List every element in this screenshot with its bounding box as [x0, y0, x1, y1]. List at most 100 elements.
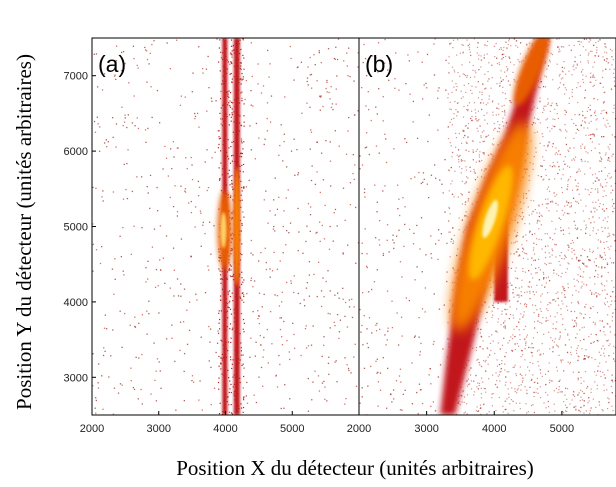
noise-dot — [176, 211, 179, 213]
noise-dot — [329, 327, 331, 329]
noise-dot — [521, 279, 523, 281]
noise-dot — [500, 70, 502, 72]
noise-dot — [533, 312, 535, 314]
noise-dot — [558, 48, 560, 50]
noise-dot — [587, 62, 589, 64]
noise-dot — [575, 200, 577, 202]
noise-dot — [523, 249, 525, 251]
noise-dot — [509, 313, 512, 316]
noise-dot — [234, 284, 236, 286]
noise-dot — [327, 270, 329, 272]
noise-dot — [562, 233, 565, 235]
noise-dot — [210, 97, 213, 99]
noise-dot — [97, 387, 100, 389]
noise-dot — [484, 119, 486, 121]
noise-dot — [391, 300, 393, 302]
noise-dot — [521, 218, 523, 220]
noise-dot — [325, 140, 327, 142]
noise-dot — [558, 86, 561, 89]
noise-dot — [482, 381, 484, 383]
noise-dot — [521, 350, 523, 352]
noise-dot — [421, 61, 423, 63]
noise-dot — [547, 400, 549, 403]
noise-dot — [521, 244, 523, 246]
noise-dot — [238, 102, 241, 104]
noise-dot — [498, 131, 500, 133]
noise-dot — [368, 291, 370, 293]
noise-dot — [147, 278, 149, 280]
noise-dot — [414, 335, 416, 337]
noise-dot — [214, 151, 216, 153]
noise-dot — [213, 387, 216, 389]
noise-dot — [607, 146, 609, 148]
noise-dot — [283, 140, 285, 143]
noise-dot — [469, 374, 472, 376]
noise-dot — [188, 202, 190, 204]
noise-dot — [592, 74, 594, 76]
noise-dot — [537, 175, 539, 177]
noise-dot — [366, 266, 368, 269]
noise-dot — [557, 46, 560, 48]
noise-dot — [336, 313, 339, 316]
noise-dot — [526, 253, 528, 255]
noise-dot — [544, 61, 546, 63]
noise-dot — [232, 188, 234, 191]
noise-dot — [551, 53, 553, 56]
noise-dot — [558, 338, 560, 340]
noise-dot — [499, 85, 501, 87]
noise-dot — [537, 392, 539, 394]
noise-dot — [308, 261, 311, 263]
noise-dot — [568, 102, 570, 105]
noise-dot — [226, 310, 229, 312]
noise-dot — [580, 147, 582, 149]
noise-dot — [316, 141, 318, 144]
noise-dot — [338, 337, 340, 340]
noise-dot — [221, 270, 223, 273]
noise-dot — [421, 271, 423, 273]
noise-dot — [477, 110, 479, 112]
noise-dot — [548, 178, 550, 181]
noise-dot — [536, 350, 539, 352]
noise-dot — [293, 333, 295, 336]
noise-dot — [388, 79, 390, 81]
noise-dot — [608, 232, 610, 234]
noise-dot — [526, 392, 528, 395]
noise-dot — [504, 308, 506, 311]
noise-dot — [329, 225, 331, 228]
noise-dot — [400, 316, 403, 318]
noise-dot — [564, 87, 566, 89]
noise-dot — [581, 120, 584, 122]
noise-dot — [354, 114, 356, 116]
noise-dot — [598, 266, 600, 268]
noise-dot — [430, 235, 432, 237]
noise-dot — [574, 212, 576, 214]
noise-dot — [225, 311, 228, 313]
noise-dot — [251, 75, 253, 78]
noise-dot — [503, 71, 506, 73]
noise-dot — [505, 66, 508, 68]
noise-dot — [468, 43, 471, 45]
noise-dot — [596, 46, 598, 48]
noise-dot — [482, 340, 484, 342]
noise-dot — [118, 54, 121, 57]
noise-dot — [228, 96, 230, 98]
noise-dot — [466, 76, 468, 78]
noise-dot — [238, 165, 240, 167]
noise-dot — [242, 397, 245, 399]
noise-dot — [279, 328, 282, 331]
x-tick-label: 3000 — [147, 423, 171, 435]
noise-dot — [432, 401, 435, 403]
noise-dot — [465, 141, 467, 143]
noise-dot — [547, 65, 550, 67]
noise-dot — [134, 125, 136, 127]
noise-dot — [242, 406, 245, 409]
noise-dot — [564, 254, 566, 256]
noise-dot — [147, 260, 149, 263]
noise-dot — [498, 113, 500, 116]
noise-dot — [419, 354, 421, 356]
noise-dot — [220, 107, 222, 109]
noise-dot — [226, 396, 228, 398]
noise-dot — [446, 242, 448, 244]
noise-dot — [583, 357, 586, 360]
noise-dot — [475, 115, 477, 118]
